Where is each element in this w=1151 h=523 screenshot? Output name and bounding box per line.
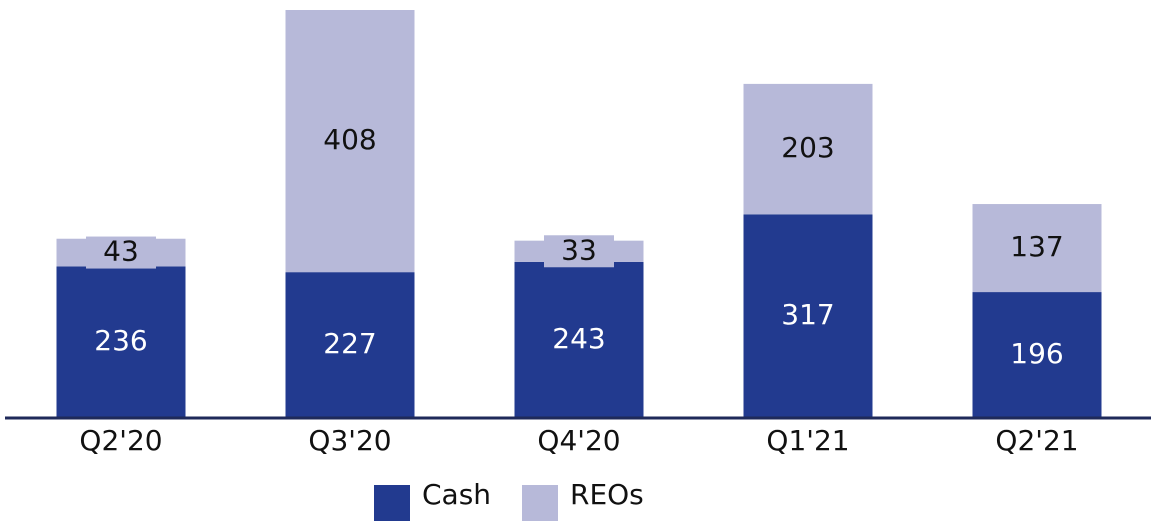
bar-segment — [285, 272, 415, 418]
label-box — [544, 235, 614, 268]
data-label: 196 — [1010, 337, 1063, 370]
label-box — [86, 236, 156, 269]
x-tick-label: Q2'21 — [995, 424, 1078, 457]
bar-segment — [972, 292, 1102, 418]
bar-segment — [743, 214, 873, 418]
bar-segment — [514, 261, 644, 418]
legend-label: REOs — [570, 478, 644, 511]
bar-segment — [56, 266, 186, 418]
bar-segment — [743, 83, 873, 215]
x-tick-label: Q4'20 — [537, 424, 620, 457]
data-label: 243 — [552, 322, 605, 355]
legend-swatch — [522, 485, 558, 521]
legend-label: Cash — [422, 478, 491, 511]
data-label: 33 — [561, 233, 597, 266]
bar-segment — [972, 204, 1102, 293]
data-label: 317 — [781, 298, 834, 331]
x-tick-label: Q1'21 — [766, 424, 849, 457]
data-label: 137 — [1010, 230, 1063, 263]
data-label: 236 — [94, 324, 147, 357]
legend-swatch — [374, 485, 410, 521]
data-label: 408 — [323, 123, 376, 156]
data-label: 227 — [323, 327, 376, 360]
bar-segment — [285, 10, 415, 273]
data-label: 43 — [103, 235, 139, 268]
x-tick-label: Q2'20 — [79, 424, 162, 457]
x-tick-label: Q3'20 — [308, 424, 391, 457]
data-label: 203 — [781, 131, 834, 164]
